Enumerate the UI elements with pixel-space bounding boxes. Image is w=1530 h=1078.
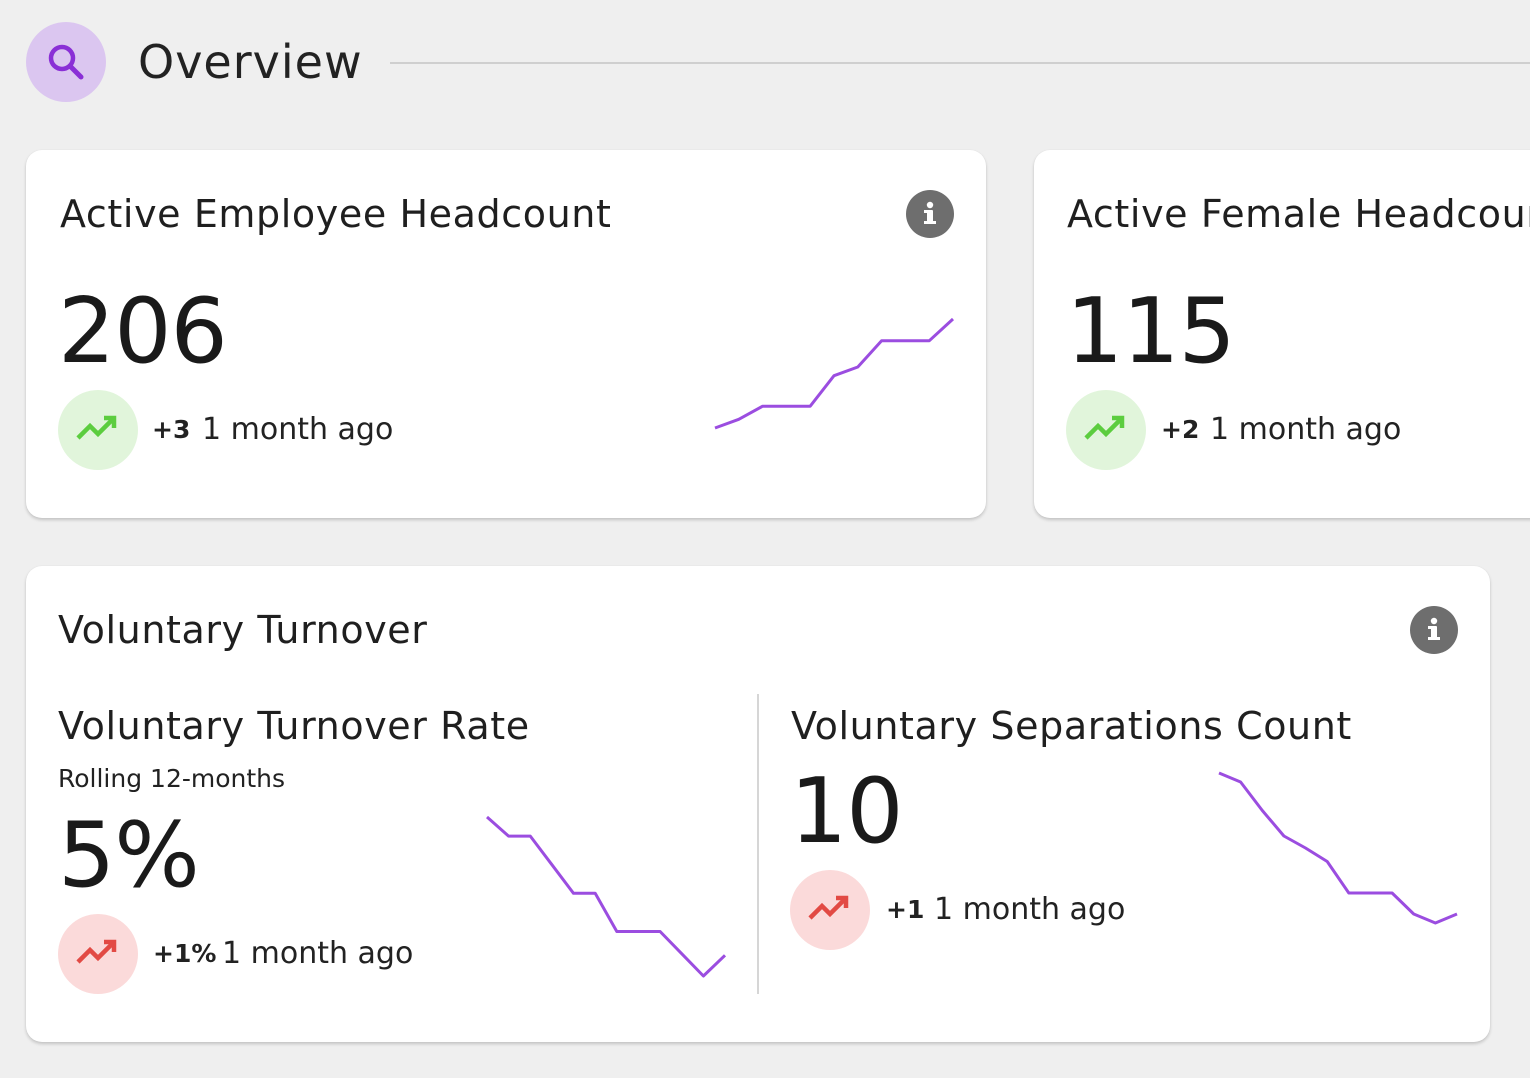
header-divider xyxy=(390,62,1530,64)
search-icon xyxy=(48,44,84,80)
trending-up-icon xyxy=(808,895,849,920)
turnover-rate-title: Voluntary Turnover Rate xyxy=(58,704,530,748)
comparison-period: 1 month ago xyxy=(934,892,1126,927)
turnover-rate-subtitle: Rolling 12-months xyxy=(58,764,286,793)
voluntary-turnover-card: Voluntary Turnover Voluntary Turnover Ra… xyxy=(26,566,1490,1042)
trend-indicator xyxy=(790,870,870,950)
sparkline-path xyxy=(1218,771,1458,925)
turnover-rate-value: 5% xyxy=(58,803,200,908)
trend-indicator xyxy=(58,390,138,470)
separations-title: Voluntary Separations Count xyxy=(791,704,1352,748)
info-icon[interactable] xyxy=(1410,606,1458,654)
overview-header: Overview xyxy=(26,22,1530,102)
female-headcount-value: 115 xyxy=(1066,279,1236,384)
delta-value: +2 xyxy=(1161,415,1200,444)
comparison-period: 1 month ago xyxy=(222,936,414,971)
section-divider xyxy=(757,694,759,994)
page-title: Overview xyxy=(138,35,363,89)
separations-value: 10 xyxy=(790,759,904,864)
headcount-card: Active Employee Headcount 206 +3 1 month… xyxy=(26,150,986,518)
trend-indicator xyxy=(58,914,138,994)
delta-value: +1% xyxy=(153,939,217,968)
turnover-rate-sparkline xyxy=(486,815,727,978)
sparkline-path xyxy=(714,317,955,430)
delta-value: +3 xyxy=(152,415,191,444)
female-headcount-card: Active Female Headcount 115 +2 1 month a… xyxy=(1034,150,1530,518)
card-title: Voluntary Turnover xyxy=(58,608,428,652)
trend-indicator xyxy=(1066,390,1146,470)
separations-sparkline xyxy=(1218,771,1458,925)
comparison-period: 1 month ago xyxy=(1210,412,1402,447)
card-title: Active Female Headcount xyxy=(1067,192,1530,236)
sparkline-path xyxy=(486,815,727,978)
search-button[interactable] xyxy=(26,22,106,102)
info-icon[interactable] xyxy=(906,190,954,238)
trending-up-icon xyxy=(1084,415,1125,440)
delta-value: +1 xyxy=(886,895,925,924)
card-title: Active Employee Headcount xyxy=(60,192,612,236)
headcount-sparkline xyxy=(714,317,955,430)
headcount-value: 206 xyxy=(58,279,228,384)
trending-up-icon xyxy=(76,939,117,964)
trending-up-icon xyxy=(76,415,117,440)
comparison-period: 1 month ago xyxy=(202,412,394,447)
